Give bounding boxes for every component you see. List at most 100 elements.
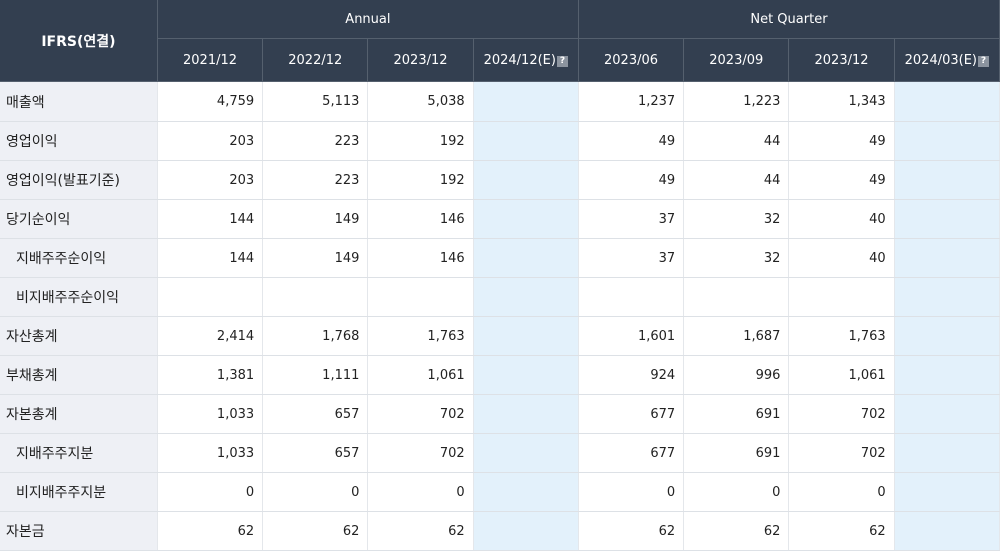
table-row: 당기순이익 144 149 146 37 32 40 [0,199,1000,239]
value-cell: 44 [683,121,790,161]
value-cell: 5,038 [367,81,474,122]
table-row: 비지배주주순이익 [0,277,1000,317]
period-header: 2023/12 [367,38,474,82]
table-row: 영업이익(발표기준) 203 223 192 49 44 49 [0,160,1000,200]
help-icon[interactable]: ? [556,55,568,67]
value-cell: 1,601 [578,316,685,356]
period-label: 2024/03(E) [904,52,978,68]
estimate-cell [894,511,1000,551]
estimate-cell [473,199,579,239]
value-cell: 62 [683,511,790,551]
value-cell: 657 [262,433,369,473]
estimate-cell [894,121,1000,161]
ifrs-header[interactable]: IFRS(연결) [0,0,158,82]
value-cell: 40 [788,238,895,278]
period-header: 2021/12 [157,38,264,82]
value-cell: 49 [788,121,895,161]
value-cell: 49 [578,160,685,200]
value-cell: 677 [578,394,685,434]
value-cell: 62 [578,511,685,551]
value-cell [578,277,685,317]
value-cell: 0 [788,472,895,512]
value-cell: 4,759 [157,81,264,122]
table-row: 자산총계 2,414 1,768 1,763 1,601 1,687 1,763 [0,316,1000,356]
value-cell: 2,414 [157,316,264,356]
value-cell: 702 [367,394,474,434]
table-row: 지배주주순이익 144 149 146 37 32 40 [0,238,1000,278]
value-cell: 702 [788,394,895,434]
annual-header: Annual [157,0,579,39]
value-cell: 223 [262,160,369,200]
value-cell: 37 [578,238,685,278]
table-row: 비지배주주지분 0 0 0 0 0 0 [0,472,1000,512]
value-cell: 49 [578,121,685,161]
row-label: 영업이익 [0,121,158,161]
value-cell: 192 [367,121,474,161]
table-row: 부채총계 1,381 1,111 1,061 924 996 1,061 [0,355,1000,395]
value-cell: 691 [683,433,790,473]
estimate-cell [473,472,579,512]
value-cell: 203 [157,121,264,161]
net-quarter-header: Net Quarter [578,0,1000,39]
value-cell: 44 [683,160,790,200]
value-cell: 62 [367,511,474,551]
value-cell: 1,111 [262,355,369,395]
table-row: 지배주주지분 1,033 657 702 677 691 702 [0,433,1000,473]
row-label: 비지배주주지분 [0,472,158,512]
value-cell: 149 [262,238,369,278]
value-cell: 1,687 [683,316,790,356]
value-cell: 691 [683,394,790,434]
estimate-cell [894,160,1000,200]
value-cell: 657 [262,394,369,434]
period-header-estimate: 2024/12(E)? [473,38,579,82]
value-cell: 223 [262,121,369,161]
value-cell: 1,033 [157,433,264,473]
estimate-cell [473,433,579,473]
estimate-cell [473,81,579,122]
value-cell: 144 [157,199,264,239]
value-cell: 996 [683,355,790,395]
estimate-cell [473,121,579,161]
value-cell: 924 [578,355,685,395]
value-cell: 1,343 [788,81,895,122]
value-cell: 5,113 [262,81,369,122]
estimate-cell [894,238,1000,278]
value-cell [262,277,369,317]
table-body: 매출액 4,759 5,113 5,038 1,237 1,223 1,343 영업이익 203… [0,81,1000,551]
period-label: 2024/12(E) [483,52,556,68]
value-cell: 62 [788,511,895,551]
value-cell: 677 [578,433,685,473]
value-cell: 62 [157,511,264,551]
value-cell: 1,768 [262,316,369,356]
estimate-cell [473,160,579,200]
estimate-cell [894,472,1000,512]
value-cell [788,277,895,317]
row-label: 자산총계 [0,316,158,356]
value-cell: 32 [683,238,790,278]
estimate-cell [894,277,1000,317]
value-cell: 1,237 [578,81,685,122]
estimate-cell [473,511,579,551]
value-cell: 146 [367,238,474,278]
row-label: 영업이익(발표기준) [0,160,158,200]
estimate-cell [894,81,1000,122]
row-label: 자본총계 [0,394,158,434]
help-icon[interactable]: ? [978,55,990,67]
value-cell: 0 [157,472,264,512]
value-cell: 1,223 [683,81,790,122]
value-cell: 40 [788,199,895,239]
value-cell: 1,381 [157,355,264,395]
value-cell: 1,763 [367,316,474,356]
value-cell: 0 [262,472,369,512]
estimate-cell [473,394,579,434]
row-label: 지배주주지분 [0,433,158,473]
value-cell: 62 [262,511,369,551]
value-cell [367,277,474,317]
value-cell: 1,061 [788,355,895,395]
value-cell: 203 [157,160,264,200]
value-cell: 37 [578,199,685,239]
value-cell: 0 [578,472,685,512]
value-cell: 149 [262,199,369,239]
table-row: 매출액 4,759 5,113 5,038 1,237 1,223 1,343 [0,81,1000,122]
